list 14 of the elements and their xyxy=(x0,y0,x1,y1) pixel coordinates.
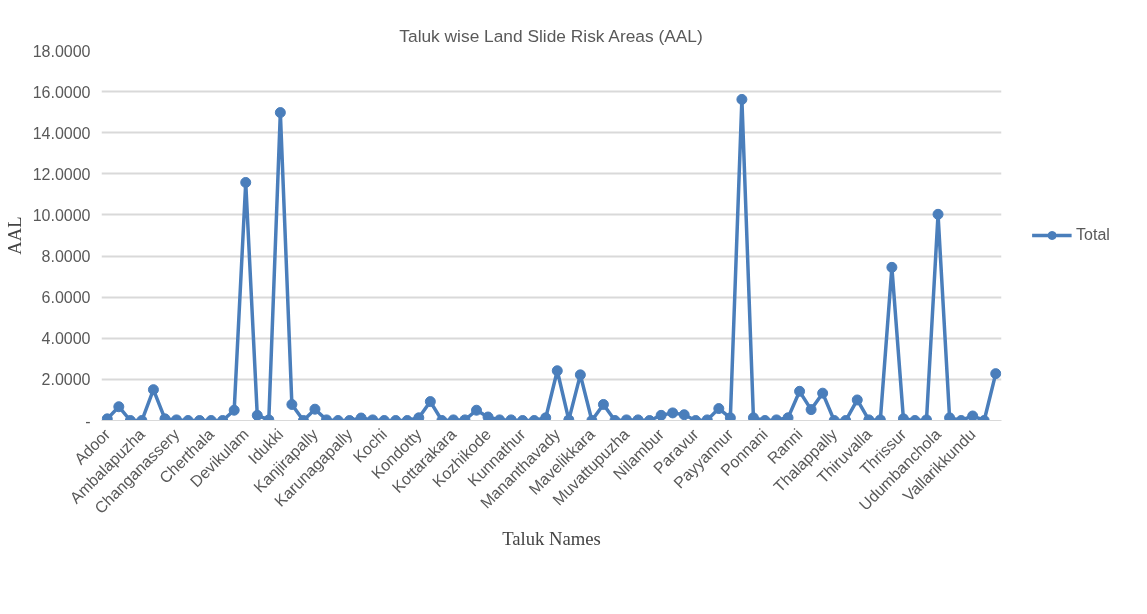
x-axis-title: Taluk Names xyxy=(502,527,601,549)
y-tick-label: 14.0000 xyxy=(32,124,91,142)
y-tick-label: 16.0000 xyxy=(32,83,91,101)
y-tick-label: 10.0000 xyxy=(32,206,91,224)
y-tick-label: - xyxy=(85,412,91,430)
y-tick-label: 12.0000 xyxy=(32,165,91,183)
legend-label: Total xyxy=(1076,226,1110,244)
chart-title: Taluk wise Land Slide Risk Areas (AAL) xyxy=(399,25,703,46)
y-tick-label: 2.0000 xyxy=(41,371,91,389)
y-tick-label: 8.0000 xyxy=(41,248,91,266)
y-tick-label: 6.0000 xyxy=(41,289,91,307)
y-tick-label: 4.0000 xyxy=(41,330,91,348)
y-tick-label: 18.0000 xyxy=(32,42,91,60)
y-axis-title: AAL xyxy=(3,216,25,255)
